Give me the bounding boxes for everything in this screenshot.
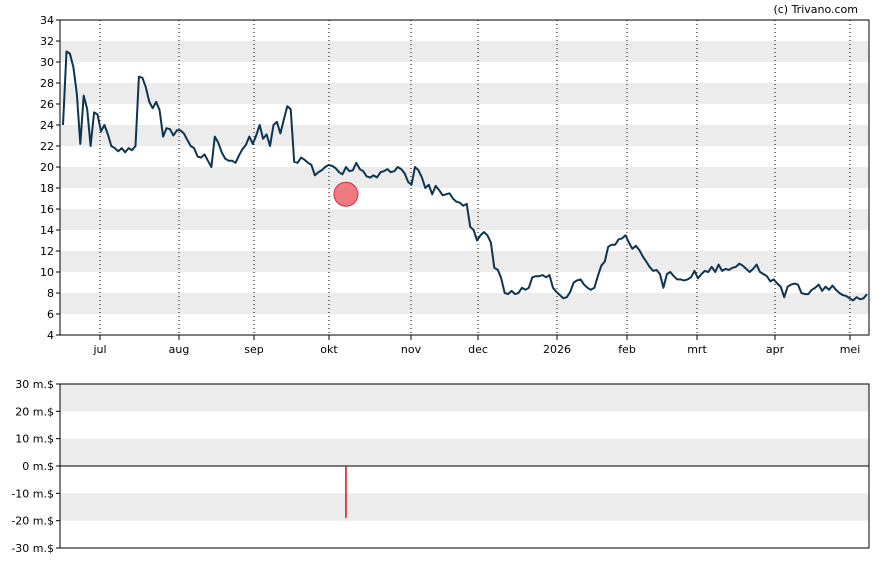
price-y-tick-label: 10: [40, 266, 54, 279]
price-y-tick-label: 20: [40, 161, 54, 174]
volume-bars: [345, 466, 347, 518]
x-axis: jul aug sep okt nov dec 2026 feb mrt apr mei: [92, 335, 860, 356]
price-band: [60, 83, 869, 104]
price-y-tick-label: 6: [47, 308, 54, 321]
price-y-tick-label: 34: [40, 14, 54, 27]
volume-band: [60, 493, 869, 521]
price-y-tick-label: 14: [40, 224, 54, 237]
price-band: [60, 41, 869, 62]
x-tick-label: okt: [320, 343, 338, 356]
volume-y-tick-label: 0 m.$: [22, 460, 54, 473]
price-y-tick-label: 26: [40, 98, 54, 111]
volume-y-tick-label: 30 m.$: [15, 378, 54, 391]
x-tick-label: jul: [92, 343, 106, 356]
price-band: [60, 293, 869, 314]
x-tick-label: nov: [401, 343, 422, 356]
volume-band: [60, 384, 869, 412]
price-band: [60, 125, 869, 146]
event-marker: [333, 181, 359, 207]
price-band: [60, 209, 869, 230]
volume-band: [60, 438, 869, 466]
price-y-tick-label: 28: [40, 77, 54, 90]
price-series-line: [62, 50, 868, 302]
x-tick-label: feb: [618, 343, 636, 356]
month-gridlines: [99, 20, 851, 335]
x-tick-label: apr: [766, 343, 785, 356]
price-y-axis: 4 6 8 10 12 14 16 18 20 22 24 26 28 30 32 34: [40, 14, 60, 342]
price-y-tick-label: 22: [40, 140, 54, 153]
copyright-text: (c) Trivano.com: [773, 3, 858, 16]
x-tick-label: aug: [169, 343, 190, 356]
price-band: [60, 251, 869, 272]
price-band: [60, 167, 869, 188]
volume-y-axis: 30 m.$ 20 m.$ 10 m.$ 0 m.$ -10 m.$ -20 m.$ -30…: [11, 378, 60, 555]
volume-panel-bands: [60, 384, 869, 521]
volume-y-tick-label: 20 m.$: [15, 405, 54, 418]
volume-y-tick-label: -10 m.$: [11, 487, 54, 500]
volume-y-tick-label: -20 m.$: [11, 515, 54, 528]
x-tick-label: dec: [468, 343, 488, 356]
volume-bar: [345, 466, 347, 518]
volume-y-tick-label: -30 m.$: [11, 542, 54, 555]
price-y-tick-label: 32: [40, 35, 54, 48]
x-tick-label: mrt: [687, 343, 707, 356]
x-tick-label: mei: [840, 343, 861, 356]
price-panel-bands: [60, 41, 869, 314]
price-panel-frame: [59, 19, 870, 336]
price-y-tick-label: 30: [40, 56, 54, 69]
price-y-tick-label: 16: [40, 203, 54, 216]
price-y-tick-label: 8: [47, 287, 54, 300]
x-tick-label: sep: [244, 343, 263, 356]
price-y-tick-label: 18: [40, 182, 54, 195]
price-y-tick-label: 4: [47, 329, 54, 342]
volume-y-tick-label: 10 m.$: [15, 433, 54, 446]
price-y-tick-label: 12: [40, 245, 54, 258]
x-tick-label: 2026: [543, 343, 571, 356]
price-y-tick-label: 24: [40, 119, 54, 132]
